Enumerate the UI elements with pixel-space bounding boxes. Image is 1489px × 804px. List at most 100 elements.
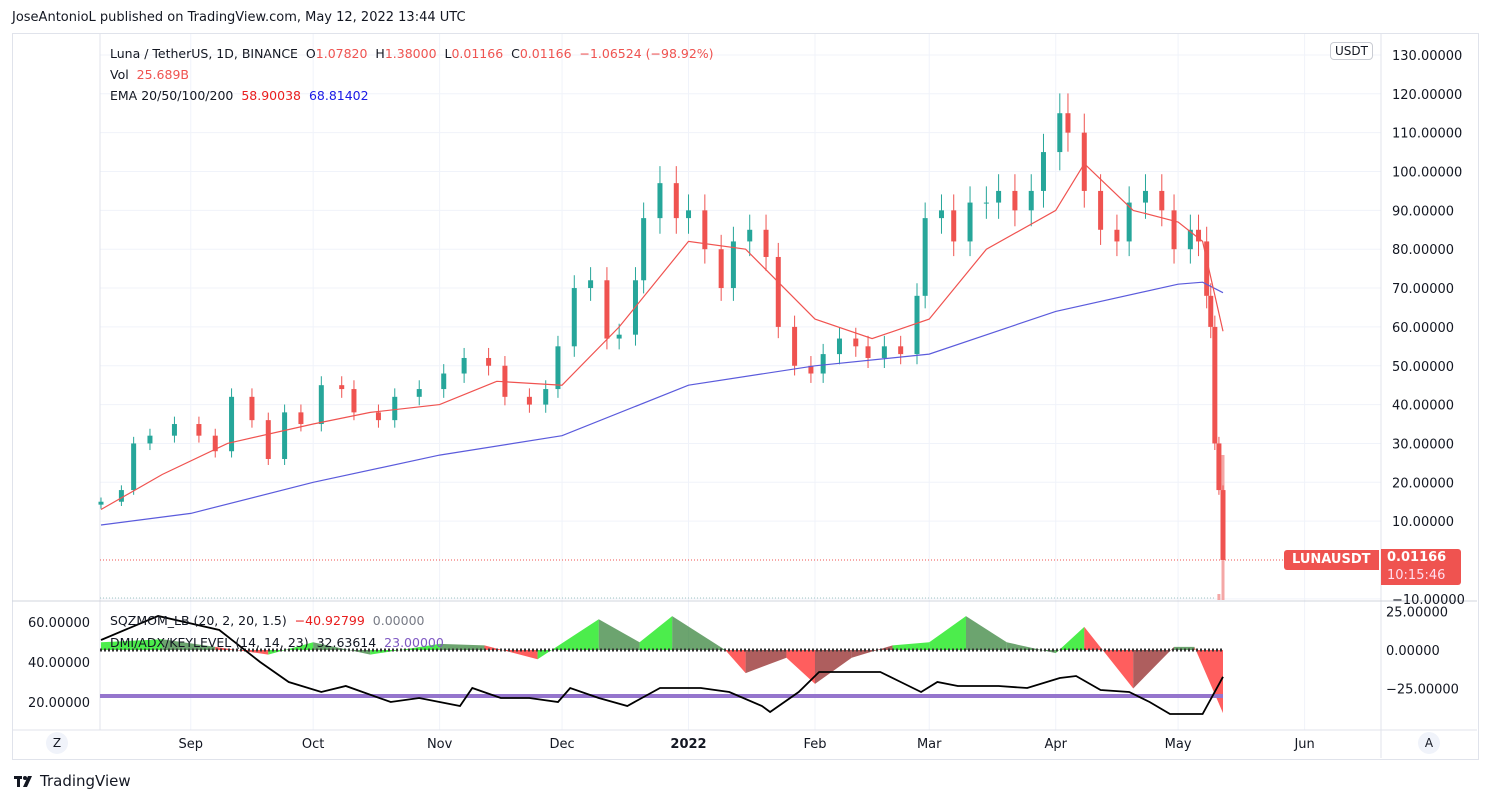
ema-label: EMA 20/50/100/200 (110, 88, 234, 103)
last-price-tag: 0.01166 10:15:46 (1381, 549, 1461, 585)
price-axis-tick: 10.00000 (1392, 515, 1454, 530)
sqzmom-area (892, 642, 930, 650)
candle-body (775, 256, 781, 327)
time-axis-label: Mar (917, 737, 942, 752)
candle-body (1196, 229, 1202, 242)
candle-body (212, 435, 218, 452)
candle-body (229, 396, 235, 452)
candle-body (1028, 190, 1034, 211)
candle-body (898, 346, 904, 355)
ema200-value: 68.81402 (308, 88, 369, 103)
time-axis-label: May (1165, 737, 1192, 752)
sqzmom-area (786, 650, 815, 684)
sqzmom-area (268, 642, 314, 655)
candle-body (1216, 443, 1222, 491)
sqzmom-area (101, 639, 163, 650)
candle-body (1057, 113, 1063, 153)
adx-line (100, 615, 1224, 715)
sqzmom-legend[interactable]: SQZMOM_LB (20, 2, 20, 1.5) −40.92799 0.0… (110, 613, 424, 628)
zoom-button[interactable]: Z (46, 732, 68, 754)
volume-bar (1217, 594, 1221, 600)
sqzmom-area (1194, 646, 1223, 714)
sqzmom-area (537, 619, 599, 660)
symbol-name: Luna / TetherUS, 1D, BINANCE (110, 46, 298, 61)
candle-body (1065, 113, 1071, 133)
candle-body (1171, 210, 1177, 250)
last-price-value: 0.01166 (1387, 550, 1447, 565)
candle-body (922, 218, 928, 296)
tradingview-footer[interactable]: TradingView (14, 772, 131, 790)
candle-body (351, 389, 357, 413)
candle-body (836, 338, 842, 355)
price-axis-tick: 70.00000 (1392, 282, 1454, 297)
candle-body (147, 435, 153, 444)
candle-body (249, 396, 255, 421)
candle-body (914, 295, 920, 355)
brand-name: TradingView (40, 772, 131, 790)
sqzmom-area (162, 639, 216, 650)
candle-body (98, 501, 104, 505)
candle-body (265, 420, 271, 459)
sqzmom-area (313, 642, 371, 655)
candle-body (196, 424, 202, 436)
currency-button[interactable]: USDT (1330, 42, 1373, 60)
candle-body (1114, 229, 1120, 242)
candle-body (461, 357, 467, 374)
candle-body (747, 229, 753, 242)
chart-frame (12, 33, 1479, 760)
sqzmom-axis-tick: −25.00000 (1386, 683, 1459, 698)
sqzmom-area (851, 645, 893, 658)
last-price-symbol-tag: LUNAUSDT (1284, 550, 1379, 570)
candle-body (1208, 295, 1214, 327)
candle-body (526, 396, 532, 405)
auto-scale-button[interactable]: A (1418, 732, 1440, 754)
ema20-value: 58.90038 (241, 88, 301, 103)
candle-body (951, 210, 957, 242)
keylevel-value: 23.00000 (384, 635, 444, 650)
candle-body (604, 280, 610, 339)
candle-body (588, 280, 594, 289)
price-pane (98, 93, 1286, 600)
ema-legend[interactable]: EMA 20/50/100/200 58.90038 68.81402 (110, 88, 369, 103)
grid (100, 34, 1381, 730)
open-label: O (305, 46, 316, 61)
candle-body (543, 389, 549, 405)
sqzmom-area (1055, 626, 1085, 654)
candle-body (392, 396, 398, 421)
price-axis-tick: 20.00000 (1392, 476, 1454, 491)
sqzmom-area (815, 650, 852, 684)
symbol-legend[interactable]: Luna / TetherUS, 1D, BINANCE O1.07820 H1… (110, 46, 714, 61)
candle-body (555, 346, 561, 390)
dmi-label: DMI/ADX/KEYLEVEL (14, 14, 23) (110, 635, 309, 650)
sqzmom-area (1133, 646, 1175, 689)
sqzmom-area (484, 645, 538, 660)
candle-body (318, 385, 324, 425)
volume-legend[interactable]: Vol 25.689B (110, 67, 189, 82)
candle-body (996, 190, 1002, 203)
candle-body (702, 210, 708, 250)
candle-body (171, 424, 177, 436)
candle-body (375, 412, 381, 421)
sqzmom-area (929, 616, 966, 650)
candle-body (808, 365, 814, 374)
sqzmom-area (370, 643, 440, 655)
price-axis-tick: 40.00000 (1392, 399, 1454, 414)
candle-body (1204, 241, 1210, 296)
high-label: H (375, 46, 385, 61)
candle-body (641, 218, 647, 281)
time-axis-label: Sep (179, 737, 204, 752)
axes: 130.00000 120.00000 110.00000 100.00000 90.0… (12, 34, 1477, 758)
open-value: 1.07820 (315, 46, 368, 61)
bar-countdown: 10:15:46 (1387, 568, 1446, 583)
low-label: L (444, 46, 452, 61)
dmi-legend[interactable]: DMI/ADX/KEYLEVEL (14, 14, 23) 32.63614 2… (110, 635, 444, 650)
price-axis-tick: 100.00000 (1392, 166, 1462, 181)
candle-body (853, 338, 859, 347)
volume-label: Vol (110, 67, 129, 82)
candle-body (938, 210, 944, 219)
price-axis-tick: 110.00000 (1392, 127, 1462, 142)
candle-body (983, 202, 989, 204)
sqzmom-area (439, 643, 485, 650)
